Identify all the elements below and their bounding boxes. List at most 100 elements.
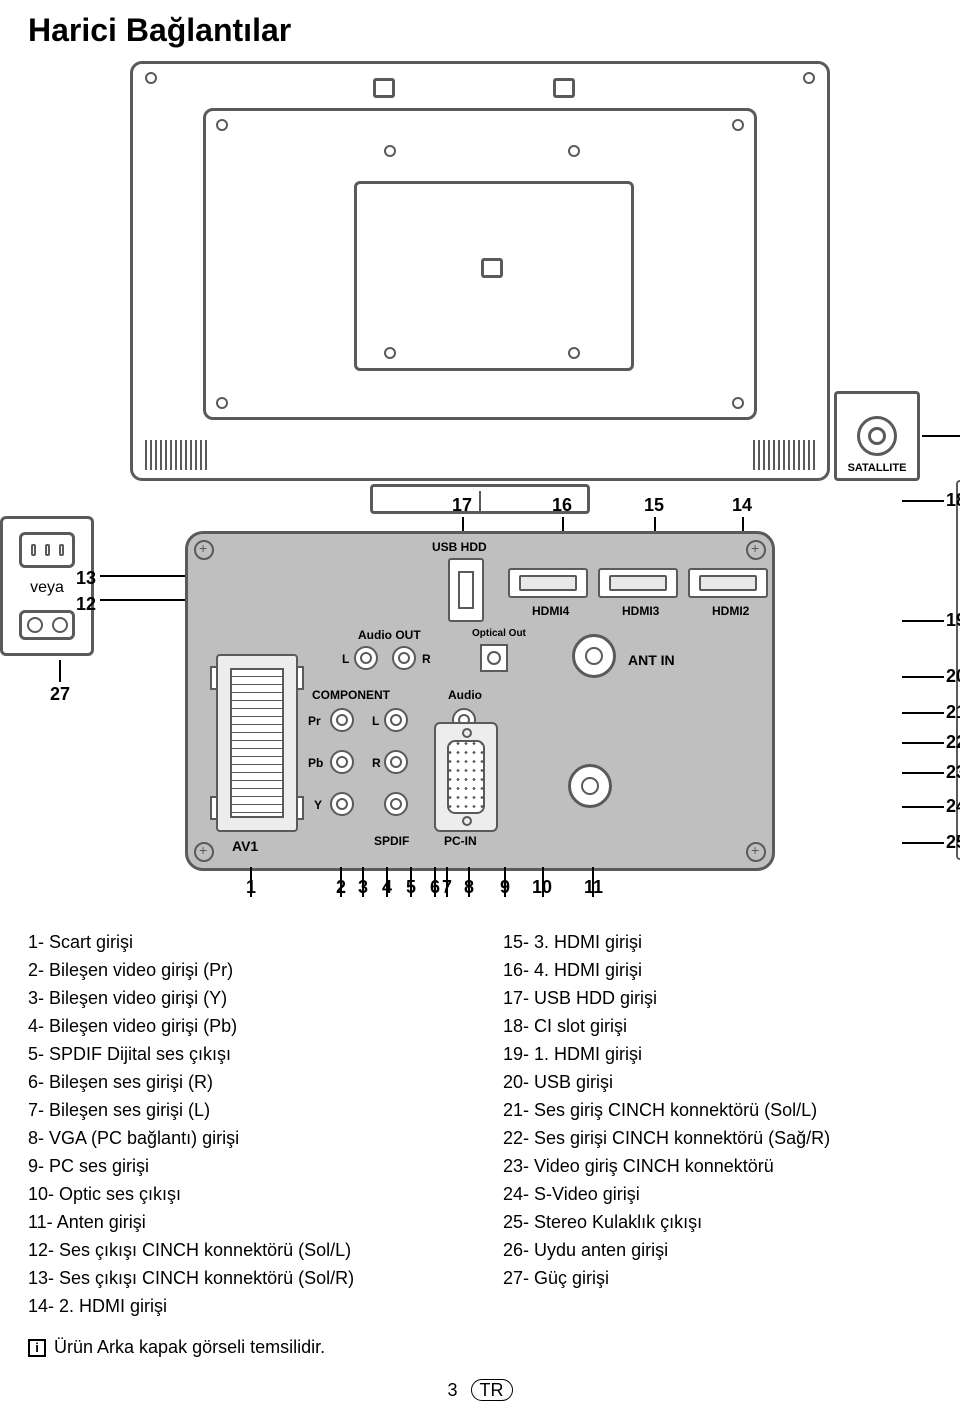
component-label: COMPONENT [312, 688, 390, 702]
info-icon: i [28, 1339, 46, 1357]
callout-19: 19 [946, 610, 960, 631]
callout-22: 22 [946, 732, 960, 753]
hdmi3-port-icon [598, 568, 678, 598]
audio-out-r-icon [392, 646, 416, 670]
legend-row: 26- Uydu anten girişi [503, 1237, 932, 1263]
legend-row: 15- 3. HDMI girişi [503, 929, 932, 955]
sat-coax-icon [857, 416, 897, 456]
comp-r-label: R [372, 756, 381, 770]
legend-row: 25- Stereo Kulaklık çıkışı [503, 1209, 932, 1235]
legend: 1- Scart girişi2- Bileşen video girişi (… [28, 929, 932, 1321]
legend-row: 14- 2. HDMI girişi [28, 1293, 457, 1319]
callout-2: 2 [336, 877, 346, 898]
callout-13: 13 [76, 565, 96, 591]
legend-row: 5- SPDIF Dijital ses çıkışı [28, 1041, 457, 1067]
ant-in-label: ANT IN [628, 652, 675, 668]
ant-in-icon [572, 634, 616, 678]
legend-row: 12- Ses çıkışı CINCH konnektörü (Sol/L) [28, 1237, 457, 1263]
callout-9: 9 [500, 877, 510, 898]
callout-20: 20 [946, 666, 960, 687]
legend-row: 10- Optic ses çıkışı [28, 1181, 457, 1207]
audio-out-r-label: R [422, 652, 431, 666]
legend-row: 21- Ses giriş CINCH konnektörü (Sol/L) [503, 1097, 932, 1123]
veya-label: veya [30, 579, 64, 597]
y-icon [330, 792, 354, 816]
legend-row: 8- VGA (PC bağlantı) girişi [28, 1125, 457, 1151]
callout-17: 17 [452, 495, 472, 516]
tv-diagram: SATALLITE 2 6 [130, 61, 830, 481]
usb-hdd-label: USB HDD [432, 540, 487, 554]
y-label: Y [314, 798, 322, 812]
callout-6: 6 [430, 877, 440, 898]
callout-15: 15 [644, 495, 664, 516]
comp-l-label: L [372, 714, 379, 728]
audio-out-label: Audio OUT [358, 628, 421, 642]
pb-label: Pb [308, 756, 323, 770]
connector-panel: 17 16 15 14 13 12 USB HDD HDMI4 HDMI3 HD… [130, 495, 830, 871]
legend-row: 23- Video giriş CINCH konnektörü [503, 1153, 932, 1179]
spare-coax-icon [568, 764, 612, 808]
callout-21: 21 [946, 702, 960, 723]
c8-inlet-icon [19, 610, 75, 640]
callout-14: 14 [732, 495, 752, 516]
c14-inlet-icon [19, 532, 75, 568]
power-column: veya 27 [0, 516, 120, 705]
callout-12: 12 [76, 591, 96, 617]
hdmi4-port-icon [508, 568, 588, 598]
page-lang: TR [471, 1379, 513, 1401]
footnote: i Ürün Arka kapak görseli temsilidir. [28, 1337, 932, 1358]
audio-label: Audio [448, 688, 482, 702]
legend-row: 3- Bileşen video girişi (Y) [28, 985, 457, 1011]
callout-24: 24 [946, 796, 960, 817]
av1-label: AV1 [232, 838, 258, 854]
legend-row: 27- Güç girişi [503, 1265, 932, 1291]
callout-4: 4 [382, 877, 392, 898]
audio-out-l-icon [354, 646, 378, 670]
spdif-icon [384, 792, 408, 816]
callout-8: 8 [464, 877, 474, 898]
legend-row: 13- Ses çıkışı CINCH konnektörü (Sol/R) [28, 1265, 457, 1291]
optical-out-icon [480, 644, 508, 672]
callout-27: 27 [0, 684, 120, 705]
legend-row: 1- Scart girişi [28, 929, 457, 955]
hdmi2-label: HDMI2 [712, 604, 749, 618]
legend-row: 19- 1. HDMI girişi [503, 1041, 932, 1067]
bottom-callouts: 1 2 3 4 5 6 7 8 9 10 11 [130, 877, 830, 907]
scart-icon [216, 654, 298, 832]
comp-r-icon [384, 750, 408, 774]
legend-row: 2- Bileşen video girişi (Pr) [28, 957, 457, 983]
legend-row: 7- Bileşen ses girişi (L) [28, 1097, 457, 1123]
pr-label: Pr [308, 714, 321, 728]
legend-row: 16- 4. HDMI girişi [503, 957, 932, 983]
callout-7: 7 [442, 877, 452, 898]
page-title: Harici Bağlantılar [28, 12, 932, 49]
pcin-label: PC-IN [444, 834, 477, 848]
footnote-text: Ürün Arka kapak görseli temsilidir. [54, 1337, 325, 1358]
callout-25: 25 [946, 832, 960, 853]
left-callouts: 13 12 [76, 565, 96, 617]
legend-row: 18- CI slot girişi [503, 1013, 932, 1039]
hdmi2-port-icon [688, 568, 768, 598]
pr-icon [330, 708, 354, 732]
audio-out-l-label: L [342, 652, 349, 666]
page-footer: 3 TR [28, 1380, 932, 1401]
optical-out-label: Optical Out [472, 628, 526, 639]
spdif-label: SPDIF [374, 834, 409, 848]
legend-row: 17- USB HDD girişi [503, 985, 932, 1011]
legend-row: 4- Bileşen video girişi (Pb) [28, 1013, 457, 1039]
legend-row: 9- PC ses girişi [28, 1153, 457, 1179]
legend-row: 6- Bileşen ses girişi (R) [28, 1069, 457, 1095]
comp-l-icon [384, 708, 408, 732]
hdmi4-label: HDMI4 [532, 604, 569, 618]
legend-row: 11- Anten girişi [28, 1209, 457, 1235]
usb-hdd-port-icon [448, 558, 484, 622]
callout-16: 16 [552, 495, 572, 516]
pb-icon [330, 750, 354, 774]
vga-port-icon [434, 722, 498, 832]
callout-23: 23 [946, 762, 960, 783]
legend-row: 24- S-Video girişi [503, 1181, 932, 1207]
callout-11: 11 [584, 877, 603, 898]
satallite-box: SATALLITE [834, 391, 920, 481]
callout-1: 1 [246, 877, 256, 898]
satallite-label: SATALLITE [848, 462, 907, 474]
